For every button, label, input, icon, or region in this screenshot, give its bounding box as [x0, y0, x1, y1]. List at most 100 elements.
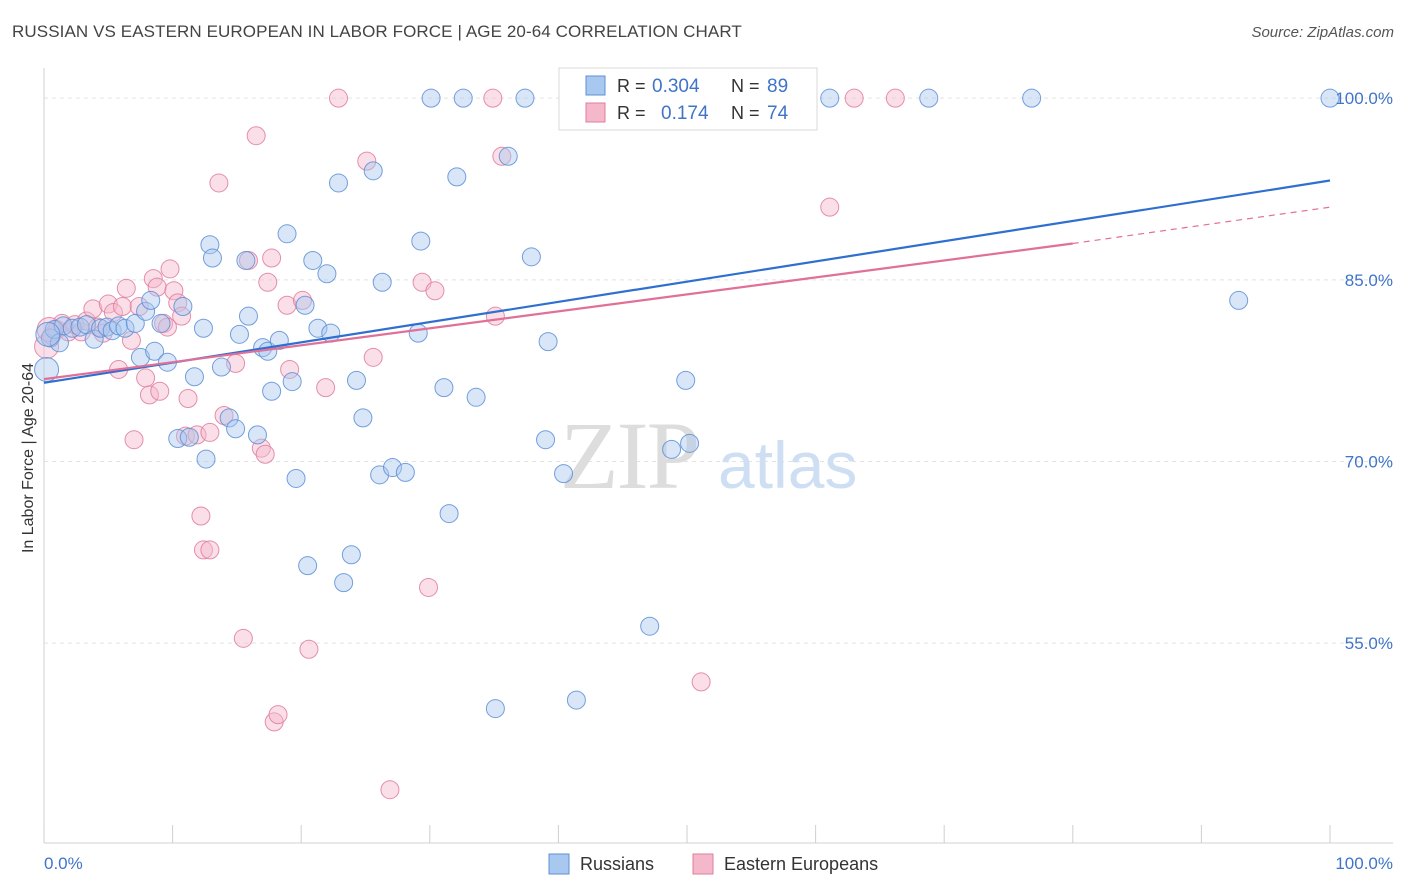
eastern-europeans-point — [191, 506, 211, 526]
russians-point — [820, 88, 840, 108]
russians-point — [84, 329, 104, 349]
eastern-europeans-trend-line — [43, 242, 1073, 381]
russians-point — [408, 323, 428, 343]
y-tick-label-100: 100.0% — [1335, 89, 1393, 108]
legend-n-value-russians: 89 — [767, 76, 788, 97]
russians-point — [919, 88, 939, 108]
russians-point — [262, 381, 282, 401]
russians-point — [395, 462, 415, 482]
eastern-europeans-point — [200, 422, 220, 442]
russians-point — [353, 408, 373, 428]
eastern-europeans-point — [419, 577, 439, 597]
russians-point — [286, 468, 306, 488]
russians-point — [238, 306, 258, 326]
eastern-europeans-point — [255, 444, 275, 464]
eastern-europeans-point — [116, 278, 136, 298]
legend-swatch-eastern — [585, 102, 606, 123]
russians-point — [439, 504, 459, 524]
russians-point — [211, 357, 231, 377]
axes — [43, 68, 1393, 844]
russians-point — [676, 370, 696, 390]
eastern-europeans-point — [363, 347, 383, 367]
russians-point — [453, 88, 473, 108]
eastern-europeans-point — [820, 197, 840, 217]
russians-point — [554, 464, 574, 484]
eastern-europeans-point — [136, 368, 156, 388]
y-tick-label-85: 85.0% — [1345, 271, 1393, 290]
eastern-europeans-point — [193, 540, 213, 560]
eastern-europeans-point — [124, 430, 144, 450]
eastern-europeans-point — [844, 88, 864, 108]
russians-point — [62, 318, 82, 338]
eastern-europeans-point — [357, 151, 377, 171]
russians-point — [515, 88, 535, 108]
eastern-europeans-point — [112, 296, 132, 316]
gridlines — [44, 97, 1393, 644]
y-tick-label-55: 55.0% — [1345, 634, 1393, 653]
russians-point — [229, 324, 249, 344]
russians-point — [317, 264, 337, 284]
russians-point — [536, 430, 556, 450]
eastern-europeans-point — [157, 317, 177, 337]
russians-point — [141, 290, 161, 310]
x-tick-label-min: 0.0% — [44, 854, 83, 873]
series-russians — [34, 88, 1340, 719]
trend-lines — [43, 179, 1331, 384]
russians-point — [1320, 88, 1340, 108]
russians-point — [1229, 290, 1249, 310]
russians-point — [383, 458, 403, 478]
russians-point — [298, 556, 318, 576]
y-tick-label-70: 70.0% — [1345, 453, 1393, 472]
eastern-europeans-point — [280, 359, 300, 379]
eastern-europeans-point — [380, 780, 400, 800]
eastern-europeans-point — [885, 88, 905, 108]
series-legend: Russians Eastern Europeans — [548, 853, 878, 875]
russians-point — [145, 341, 165, 361]
x-tick-label-max: 100.0% — [1335, 854, 1393, 873]
eastern-europeans-point — [172, 306, 192, 326]
russians-point — [421, 88, 441, 108]
russians-point — [334, 573, 354, 593]
russians-point — [411, 231, 431, 251]
eastern-europeans-point — [214, 405, 234, 425]
russians-point — [498, 146, 518, 166]
watermark: ZIP atlas — [560, 402, 857, 509]
eastern-europeans-point — [150, 381, 170, 401]
eastern-europeans-trend-extension — [1072, 206, 1331, 245]
russians-point — [341, 545, 361, 565]
eastern-europeans-point — [262, 248, 282, 268]
russians-point — [447, 167, 467, 187]
legend-swatch-russians — [585, 75, 606, 96]
russians-point — [485, 699, 505, 719]
legend-r-value-russians: 0.304 — [652, 76, 700, 97]
russians-point — [226, 419, 246, 439]
russians-point — [640, 616, 660, 636]
stats-legend: R = 0.304 N = 89 R = 0.174 N = 74 — [558, 67, 818, 131]
eastern-europeans-point — [492, 146, 512, 166]
russians-point — [680, 433, 700, 453]
legend-n-value-eastern: 74 — [767, 103, 789, 124]
russians-point — [295, 295, 315, 315]
russians-point — [35, 321, 61, 347]
watermark-atlas: atlas — [718, 428, 857, 502]
russians-point — [151, 313, 171, 333]
russians-point — [434, 378, 454, 398]
russians-point — [179, 427, 199, 447]
russians-point — [566, 690, 586, 710]
russians-trend-line — [43, 179, 1331, 384]
russians-point — [308, 318, 328, 338]
eastern-europeans-point — [483, 88, 503, 108]
bottom-legend-swatch-russians — [548, 853, 570, 875]
legend-n-label-eastern: N = — [731, 103, 760, 123]
russians-point — [184, 367, 204, 387]
legend-r-label-eastern: R = — [617, 103, 646, 123]
y-axis-label: In Labor Force | Age 20-64 — [20, 363, 37, 553]
russians-point — [282, 372, 302, 392]
russians-point — [125, 313, 145, 333]
eastern-europeans-point — [292, 290, 312, 310]
legend-r-value-eastern: 0.174 — [661, 103, 709, 124]
russians-point — [303, 250, 323, 270]
chart-title: RUSSIAN VS EASTERN EUROPEAN IN LABOR FOR… — [12, 22, 742, 41]
eastern-europeans-point — [178, 389, 198, 409]
